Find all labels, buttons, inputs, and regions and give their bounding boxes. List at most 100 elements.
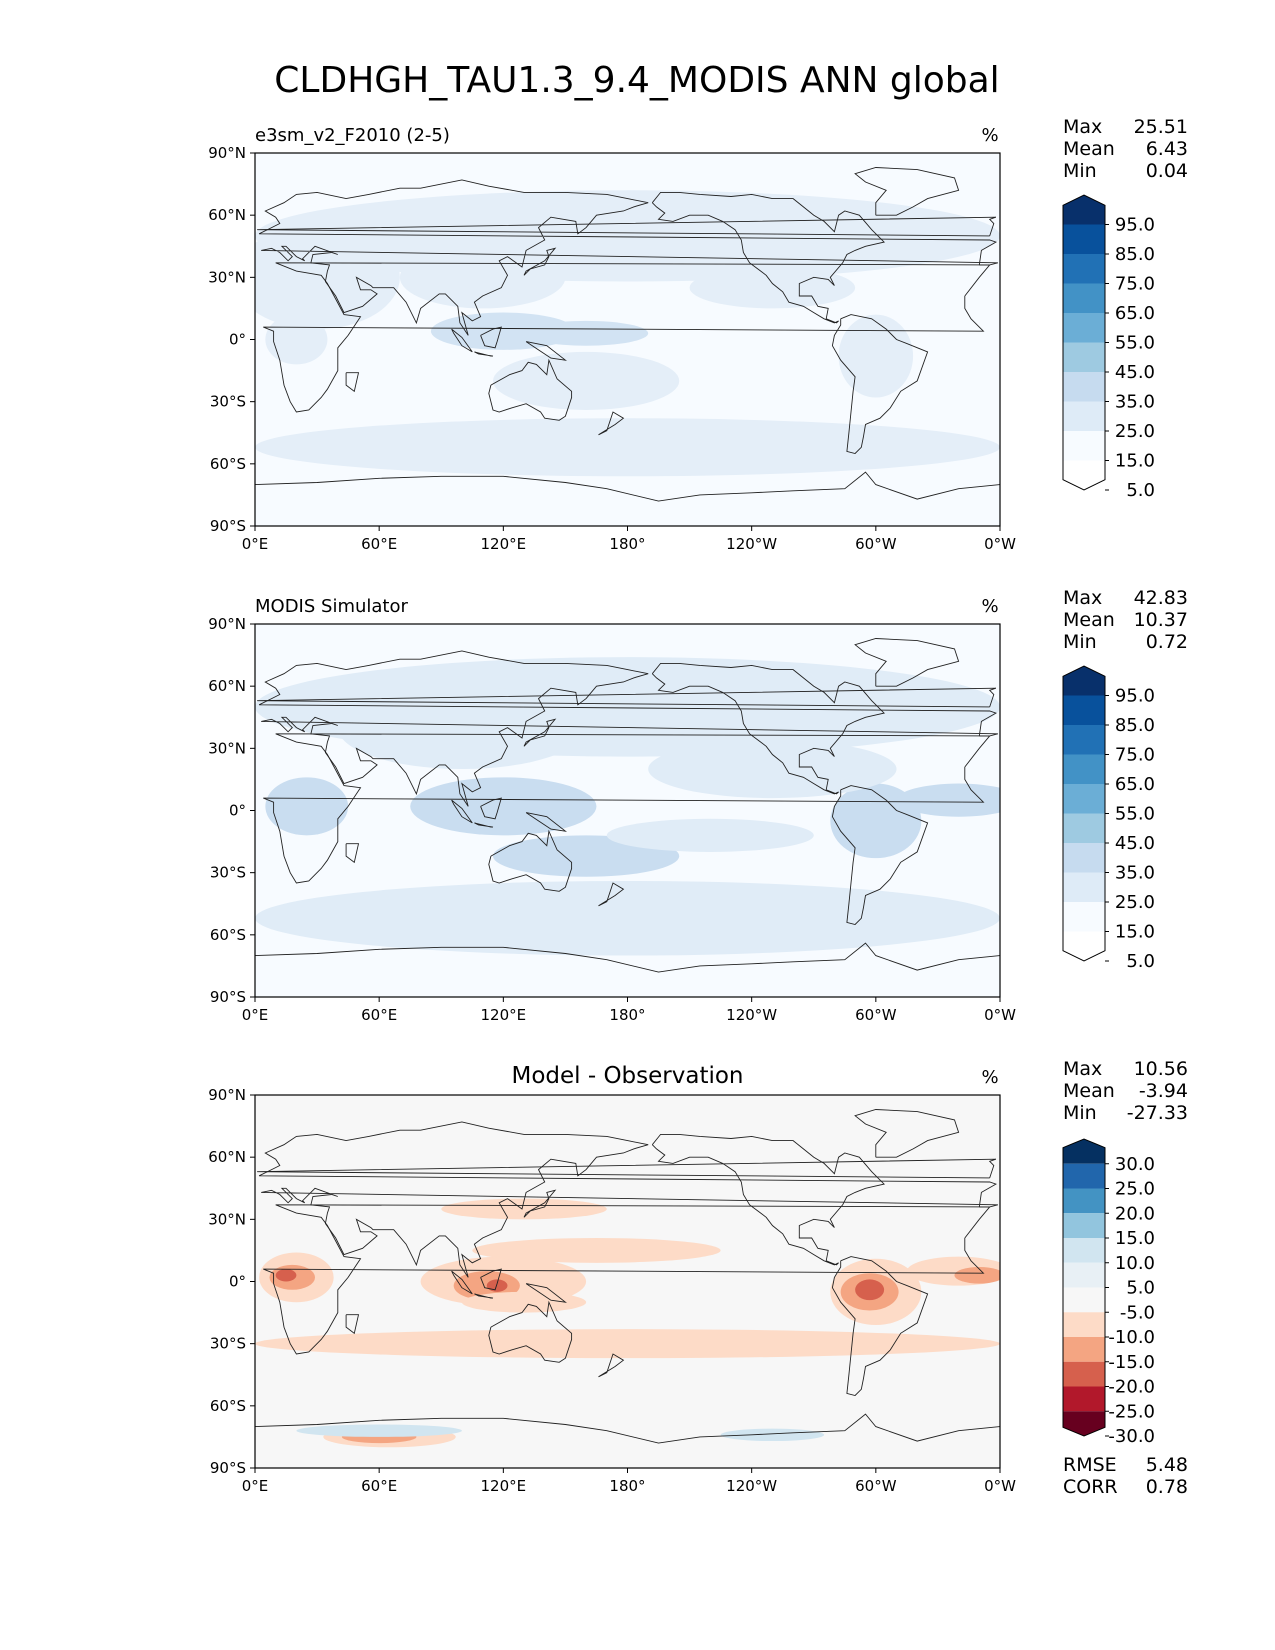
colorbar-segment [1063, 725, 1105, 755]
coastline [255, 942, 1000, 973]
colorbar-segment [1063, 813, 1105, 843]
stat-value-rmse: 5.48 [1146, 1454, 1188, 1476]
colorbar-tick-label: 65.0 [1115, 303, 1155, 324]
colorbar-tick-label: 15.0 [1115, 922, 1155, 943]
colorbar-tick-label: 5.0 [1126, 951, 1155, 972]
colorbar-tick-label: 85.0 [1115, 244, 1155, 265]
field-contour [492, 351, 680, 410]
coastline [345, 1314, 360, 1335]
lon-tick-label: 0°E [242, 535, 269, 553]
field-contour [255, 225, 400, 330]
stat-value-min: 0.04 [1146, 160, 1188, 182]
lon-tick-label: 60°E [361, 1006, 397, 1024]
colorbar-tick-label: 5.0 [1126, 480, 1155, 501]
stat-value-min: -27.33 [1127, 1102, 1188, 1124]
coastline [258, 650, 999, 807]
colorbar-segment [1063, 754, 1105, 784]
colorbar: 95.0 85.0 75.0 65.0 55.0 45.0 35.0 25.0 15.0 5.0 [1062, 665, 1155, 972]
field-contour [275, 1269, 297, 1282]
colorbar-segment [1063, 1411, 1105, 1436]
colorbar-segment [1063, 931, 1105, 961]
coastline [258, 179, 999, 336]
field-contour [486, 1279, 508, 1292]
coastline [523, 718, 557, 747]
stat-label-rmse: RMSE [1063, 1454, 1117, 1476]
colorbar-segment [1063, 1238, 1105, 1263]
lon-tick-label: 0°W [984, 1477, 1016, 1495]
colorbar-segment [1063, 224, 1105, 254]
field-contour [441, 1198, 607, 1220]
coastlines [255, 1109, 1000, 1444]
field-contour [399, 246, 566, 309]
field-layer [255, 624, 1000, 997]
field-contour [472, 1237, 721, 1263]
coastline [854, 1109, 960, 1158]
lat-tick-label: 90°N [208, 615, 246, 633]
coastline [255, 1413, 1000, 1444]
colorbar-tick-label: 45.0 [1115, 362, 1155, 383]
coastline [488, 829, 573, 892]
coastline [345, 372, 360, 393]
colorbar-segment [1063, 1163, 1105, 1189]
colorbar-tick-label: -5.0 [1120, 1302, 1155, 1323]
lat-tick-label: 60°N [208, 206, 246, 224]
lat-tick-label: 60°S [210, 455, 246, 473]
coastline [263, 1204, 991, 1355]
colorbar-tick-label: 55.0 [1115, 804, 1155, 825]
coastline [480, 797, 502, 820]
coastline [651, 1133, 885, 1266]
coastline [651, 191, 885, 324]
stat-value-max: 42.83 [1134, 587, 1188, 609]
coastline [474, 351, 494, 357]
colorbar-tick-label: -25.0 [1108, 1401, 1155, 1422]
coastline [525, 341, 568, 361]
coastline [257, 1158, 997, 1179]
field-contour [720, 1428, 825, 1442]
coastline [257, 216, 997, 237]
lon-tick-label: 60°W [855, 535, 897, 553]
colorbar-segment [1063, 254, 1105, 284]
lat-tick-label: 30°N [208, 739, 246, 757]
coastline [488, 1300, 573, 1363]
coastlines [255, 167, 1000, 502]
map-panel-2: MODIS Simulator % 90°N 60°N 30°N 0° 30°S 60°S 90… [208, 587, 1188, 1024]
coastline [525, 1283, 567, 1303]
field-contour [265, 314, 328, 365]
figure-title: CLDHGH_TAU1.3_9.4_MODIS ANN global [274, 60, 999, 101]
colorbar-tick-label: 75.0 [1115, 745, 1155, 766]
lat-tick-label: 30°N [208, 268, 246, 286]
coastline [258, 1121, 999, 1278]
colorbar-segment [1063, 1287, 1105, 1313]
lon-tick-label: 120°E [481, 1006, 527, 1024]
field-contour [255, 1329, 1000, 1359]
stat-label-mean: Mean [1063, 138, 1115, 160]
colorbar-tick-label: -20.0 [1108, 1377, 1155, 1398]
lon-tick-label: 60°W [855, 1006, 897, 1024]
colorbar-segment [1063, 1361, 1105, 1387]
colorbar-segment [1063, 401, 1105, 431]
coastline [523, 247, 557, 276]
panel-units: % [981, 1067, 998, 1088]
colorbar-tick-label: 10.0 [1115, 1253, 1155, 1274]
lat-tick-label: 60°S [210, 926, 246, 944]
field-layer [255, 153, 1000, 526]
stat-label-min: Min [1063, 160, 1097, 182]
coastline [451, 1270, 473, 1295]
lon-tick-label: 60°E [361, 1477, 397, 1495]
colorbar-tick-label: -10.0 [1108, 1327, 1155, 1348]
lon-tick-label: 0°W [984, 535, 1016, 553]
colorbar-tick-label: 25.0 [1115, 421, 1155, 442]
panel-subtitle: Model - Observation [511, 1063, 743, 1089]
field-contour [255, 880, 1000, 956]
lon-tick-label: 120°W [726, 1006, 777, 1024]
field-contour [265, 777, 349, 836]
field-contour [461, 1291, 587, 1313]
colorbar-tick-label: 30.0 [1115, 1154, 1155, 1175]
stat-label-corr: CORR [1063, 1476, 1118, 1498]
coastline [480, 1268, 502, 1291]
colorbar: 95.0 85.0 75.0 65.0 55.0 45.0 35.0 25.0 15.0 5.0 [1062, 194, 1155, 501]
lat-tick-label: 60°N [208, 1148, 246, 1166]
stat-label-min: Min [1063, 631, 1097, 653]
colorbar-tick-label: 35.0 [1115, 392, 1155, 413]
stat-value-mean: 10.37 [1134, 609, 1188, 631]
